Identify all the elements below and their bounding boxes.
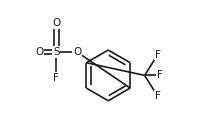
Text: F: F [157, 70, 163, 80]
Text: O: O [35, 47, 44, 57]
Text: S: S [53, 47, 59, 57]
Text: O: O [73, 47, 81, 57]
Text: F: F [155, 91, 161, 101]
Text: F: F [53, 73, 59, 83]
Text: O: O [52, 18, 60, 28]
Text: F: F [155, 50, 161, 60]
